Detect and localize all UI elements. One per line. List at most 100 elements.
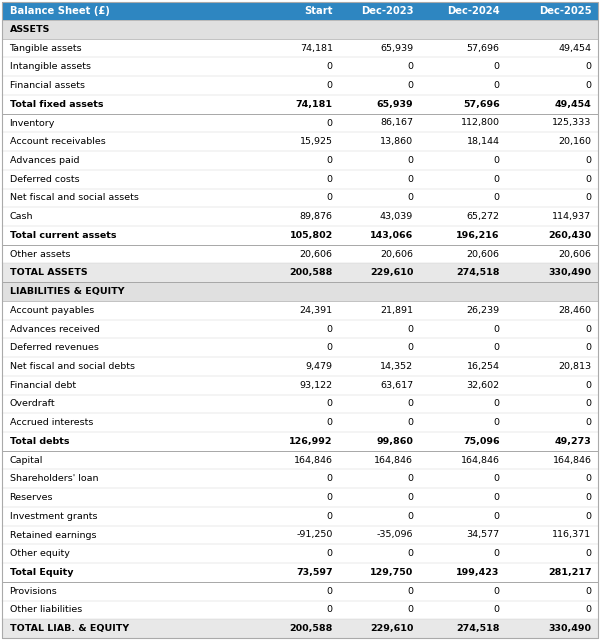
Text: 164,846: 164,846 [461, 456, 500, 465]
Text: Accrued interests: Accrued interests [10, 418, 93, 427]
Text: 0: 0 [327, 399, 333, 408]
Text: 274,518: 274,518 [456, 268, 500, 277]
Text: 0: 0 [494, 156, 500, 165]
Text: Financial debt: Financial debt [10, 381, 76, 390]
Text: Other equity: Other equity [10, 549, 70, 558]
Text: 0: 0 [327, 493, 333, 502]
Text: 57,696: 57,696 [467, 44, 500, 52]
Text: 0: 0 [494, 493, 500, 502]
Text: 0: 0 [586, 587, 592, 596]
Text: TOTAL ASSETS: TOTAL ASSETS [10, 268, 87, 277]
Text: 43,039: 43,039 [380, 212, 413, 221]
Text: 0: 0 [327, 62, 333, 71]
Text: 0: 0 [494, 418, 500, 427]
Bar [2, 95, 598, 114]
Text: Financial assets: Financial assets [10, 81, 85, 90]
Text: 86,167: 86,167 [380, 118, 413, 127]
Text: 0: 0 [586, 156, 592, 165]
Text: -35,096: -35,096 [377, 531, 413, 540]
Text: 196,216: 196,216 [456, 231, 500, 240]
Text: Intangible assets: Intangible assets [10, 62, 91, 71]
Bar [2, 357, 598, 376]
Bar [2, 600, 598, 620]
Bar [2, 264, 598, 282]
Bar [2, 432, 598, 451]
Bar [2, 413, 598, 432]
Bar [2, 39, 598, 58]
Text: Total fixed assets: Total fixed assets [10, 100, 103, 109]
Bar [2, 226, 598, 244]
Text: 0: 0 [586, 343, 592, 352]
Text: -91,250: -91,250 [296, 531, 333, 540]
Text: 0: 0 [586, 81, 592, 90]
Text: 20,606: 20,606 [467, 250, 500, 259]
Text: 99,860: 99,860 [376, 437, 413, 446]
Text: 0: 0 [586, 175, 592, 184]
Text: ASSETS: ASSETS [10, 25, 50, 34]
Text: 0: 0 [586, 605, 592, 614]
Text: 0: 0 [494, 605, 500, 614]
Text: 0: 0 [586, 418, 592, 427]
Text: 20,606: 20,606 [559, 250, 592, 259]
Text: 0: 0 [327, 343, 333, 352]
Bar [2, 189, 598, 207]
Text: Advances received: Advances received [10, 324, 100, 333]
Text: 260,430: 260,430 [548, 231, 592, 240]
Text: Account receivables: Account receivables [10, 137, 106, 146]
Text: 0: 0 [586, 493, 592, 502]
Bar [2, 20, 598, 39]
Text: Dec-2025: Dec-2025 [539, 6, 592, 16]
Text: 200,588: 200,588 [289, 624, 333, 633]
Text: Dec-2024: Dec-2024 [447, 6, 500, 16]
Text: Cash: Cash [10, 212, 33, 221]
Bar [2, 620, 598, 638]
Text: 0: 0 [407, 81, 413, 90]
Bar [2, 114, 598, 132]
Text: 116,371: 116,371 [552, 531, 592, 540]
Text: 89,876: 89,876 [300, 212, 333, 221]
Text: 105,802: 105,802 [290, 231, 333, 240]
Text: 229,610: 229,610 [370, 268, 413, 277]
Bar [2, 2, 598, 20]
Text: 0: 0 [494, 343, 500, 352]
Text: 199,423: 199,423 [456, 568, 500, 577]
Text: Investment grants: Investment grants [10, 512, 97, 521]
Text: 0: 0 [407, 156, 413, 165]
Text: 0: 0 [494, 549, 500, 558]
Text: 20,813: 20,813 [558, 362, 592, 371]
Bar [2, 170, 598, 189]
Text: 9,479: 9,479 [306, 362, 333, 371]
Text: 281,217: 281,217 [548, 568, 592, 577]
Text: 330,490: 330,490 [548, 624, 592, 633]
Text: Other liabilities: Other liabilities [10, 605, 82, 614]
Text: 0: 0 [327, 193, 333, 202]
Text: 112,800: 112,800 [461, 118, 500, 127]
Text: 0: 0 [407, 175, 413, 184]
Text: 0: 0 [586, 193, 592, 202]
Bar [2, 319, 598, 339]
Text: 0: 0 [407, 605, 413, 614]
Bar [2, 282, 598, 301]
Text: 21,891: 21,891 [380, 306, 413, 315]
Text: 0: 0 [494, 512, 500, 521]
Bar [2, 76, 598, 95]
Text: 0: 0 [494, 587, 500, 596]
Text: Overdraft: Overdraft [10, 399, 55, 408]
Text: 0: 0 [327, 81, 333, 90]
Text: 164,846: 164,846 [374, 456, 413, 465]
Text: 0: 0 [407, 193, 413, 202]
Bar [2, 58, 598, 76]
Text: LIABILITIES & EQUITY: LIABILITIES & EQUITY [10, 287, 124, 296]
Text: 74,181: 74,181 [296, 100, 333, 109]
Text: Account payables: Account payables [10, 306, 94, 315]
Text: 274,518: 274,518 [456, 624, 500, 633]
Text: 0: 0 [327, 605, 333, 614]
Text: Total Equity: Total Equity [10, 568, 73, 577]
Text: 32,602: 32,602 [467, 381, 500, 390]
Bar [2, 394, 598, 413]
Text: 0: 0 [327, 175, 333, 184]
Text: 0: 0 [407, 474, 413, 483]
Text: 49,454: 49,454 [559, 44, 592, 52]
Text: 16,254: 16,254 [467, 362, 500, 371]
Text: 126,992: 126,992 [289, 437, 333, 446]
